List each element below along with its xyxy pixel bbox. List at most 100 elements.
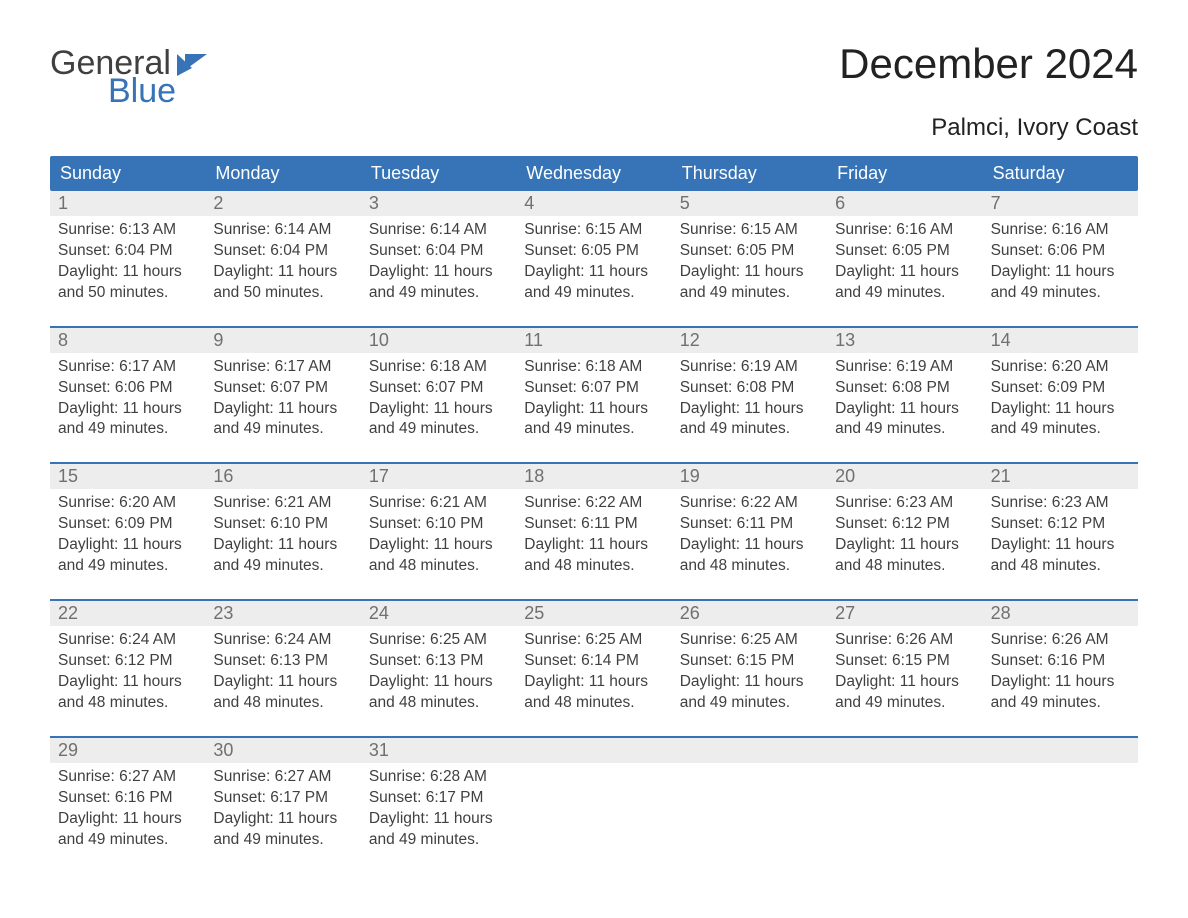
daylight-text-2: and 49 minutes. — [524, 419, 663, 440]
daylight-text-1: Daylight: 11 hours — [369, 535, 508, 556]
calendar-cell: Sunrise: 6:14 AMSunset: 6:04 PMDaylight:… — [361, 216, 516, 312]
day-number: 13 — [827, 328, 982, 353]
sunrise-text: Sunrise: 6:15 AM — [680, 220, 819, 241]
calendar-cell: Sunrise: 6:13 AMSunset: 6:04 PMDaylight:… — [50, 216, 205, 312]
calendar-cell: Sunrise: 6:19 AMSunset: 6:08 PMDaylight:… — [672, 353, 827, 449]
day-number: 27 — [827, 601, 982, 626]
daylight-text-1: Daylight: 11 hours — [991, 672, 1130, 693]
daylight-text-2: and 49 minutes. — [991, 693, 1130, 714]
sunset-text: Sunset: 6:04 PM — [58, 241, 197, 262]
calendar-cell: Sunrise: 6:22 AMSunset: 6:11 PMDaylight:… — [516, 489, 671, 585]
sunset-text: Sunset: 6:05 PM — [680, 241, 819, 262]
daylight-text-1: Daylight: 11 hours — [991, 262, 1130, 283]
day-number: 10 — [361, 328, 516, 353]
daylight-text-1: Daylight: 11 hours — [835, 672, 974, 693]
day-number: 9 — [205, 328, 360, 353]
sunrise-text: Sunrise: 6:24 AM — [58, 630, 197, 651]
day-number: 1 — [50, 191, 205, 216]
sunset-text: Sunset: 6:04 PM — [369, 241, 508, 262]
daylight-text-1: Daylight: 11 hours — [991, 535, 1130, 556]
day-number: 12 — [672, 328, 827, 353]
day-number: 5 — [672, 191, 827, 216]
daylight-text-1: Daylight: 11 hours — [680, 672, 819, 693]
daylight-text-2: and 49 minutes. — [369, 283, 508, 304]
day-number — [983, 738, 1138, 763]
sunrise-text: Sunrise: 6:25 AM — [680, 630, 819, 651]
calendar-cell: Sunrise: 6:21 AMSunset: 6:10 PMDaylight:… — [361, 489, 516, 585]
sunset-text: Sunset: 6:07 PM — [524, 378, 663, 399]
weekday-header: Monday — [205, 156, 360, 191]
daylight-text-2: and 50 minutes. — [213, 283, 352, 304]
sunset-text: Sunset: 6:11 PM — [680, 514, 819, 535]
daylight-text-1: Daylight: 11 hours — [835, 535, 974, 556]
daylight-text-1: Daylight: 11 hours — [213, 672, 352, 693]
flag-icon — [177, 54, 207, 80]
sunset-text: Sunset: 6:13 PM — [213, 651, 352, 672]
calendar-cell: Sunrise: 6:20 AMSunset: 6:09 PMDaylight:… — [50, 489, 205, 585]
sunset-text: Sunset: 6:04 PM — [213, 241, 352, 262]
calendar-cell: Sunrise: 6:17 AMSunset: 6:06 PMDaylight:… — [50, 353, 205, 449]
daylight-text-2: and 49 minutes. — [58, 830, 197, 851]
day-number — [516, 738, 671, 763]
daylight-text-2: and 50 minutes. — [58, 283, 197, 304]
sunset-text: Sunset: 6:10 PM — [213, 514, 352, 535]
calendar-cell: Sunrise: 6:27 AMSunset: 6:16 PMDaylight:… — [50, 763, 205, 859]
day-number: 18 — [516, 464, 671, 489]
day-number: 6 — [827, 191, 982, 216]
daylight-text-2: and 48 minutes. — [680, 556, 819, 577]
daylight-text-1: Daylight: 11 hours — [835, 399, 974, 420]
calendar-cell: Sunrise: 6:16 AMSunset: 6:06 PMDaylight:… — [983, 216, 1138, 312]
calendar-week: 15161718192021Sunrise: 6:20 AMSunset: 6:… — [50, 462, 1138, 585]
daylight-text-2: and 49 minutes. — [58, 419, 197, 440]
sunset-text: Sunset: 6:07 PM — [213, 378, 352, 399]
calendar-cell: Sunrise: 6:22 AMSunset: 6:11 PMDaylight:… — [672, 489, 827, 585]
calendar-cell: Sunrise: 6:21 AMSunset: 6:10 PMDaylight:… — [205, 489, 360, 585]
sunset-text: Sunset: 6:06 PM — [58, 378, 197, 399]
day-number: 29 — [50, 738, 205, 763]
day-number: 3 — [361, 191, 516, 216]
sunrise-text: Sunrise: 6:28 AM — [369, 767, 508, 788]
sunrise-text: Sunrise: 6:24 AM — [213, 630, 352, 651]
sunset-text: Sunset: 6:14 PM — [524, 651, 663, 672]
daylight-text-1: Daylight: 11 hours — [213, 399, 352, 420]
sunrise-text: Sunrise: 6:20 AM — [58, 493, 197, 514]
calendar-cell: Sunrise: 6:15 AMSunset: 6:05 PMDaylight:… — [672, 216, 827, 312]
sunrise-text: Sunrise: 6:15 AM — [524, 220, 663, 241]
daylight-text-1: Daylight: 11 hours — [680, 535, 819, 556]
daylight-text-2: and 49 minutes. — [835, 419, 974, 440]
calendar-cell: Sunrise: 6:20 AMSunset: 6:09 PMDaylight:… — [983, 353, 1138, 449]
daylight-text-2: and 49 minutes. — [213, 556, 352, 577]
sunrise-text: Sunrise: 6:19 AM — [680, 357, 819, 378]
sunset-text: Sunset: 6:05 PM — [835, 241, 974, 262]
sunset-text: Sunset: 6:07 PM — [369, 378, 508, 399]
calendar-cell: Sunrise: 6:23 AMSunset: 6:12 PMDaylight:… — [983, 489, 1138, 585]
sunrise-text: Sunrise: 6:16 AM — [991, 220, 1130, 241]
calendar-cell: Sunrise: 6:28 AMSunset: 6:17 PMDaylight:… — [361, 763, 516, 859]
calendar-cell: Sunrise: 6:16 AMSunset: 6:05 PMDaylight:… — [827, 216, 982, 312]
day-number: 15 — [50, 464, 205, 489]
sunset-text: Sunset: 6:10 PM — [369, 514, 508, 535]
day-number: 26 — [672, 601, 827, 626]
sunrise-text: Sunrise: 6:17 AM — [213, 357, 352, 378]
sunrise-text: Sunrise: 6:18 AM — [524, 357, 663, 378]
sunrise-text: Sunrise: 6:13 AM — [58, 220, 197, 241]
daylight-text-2: and 49 minutes. — [369, 830, 508, 851]
daylight-text-1: Daylight: 11 hours — [524, 672, 663, 693]
daylight-text-2: and 48 minutes. — [369, 693, 508, 714]
daylight-text-1: Daylight: 11 hours — [58, 399, 197, 420]
daylight-text-2: and 49 minutes. — [369, 419, 508, 440]
day-number: 25 — [516, 601, 671, 626]
daylight-text-1: Daylight: 11 hours — [680, 399, 819, 420]
sunrise-text: Sunrise: 6:14 AM — [213, 220, 352, 241]
daylight-text-2: and 48 minutes. — [835, 556, 974, 577]
sunset-text: Sunset: 6:15 PM — [680, 651, 819, 672]
sunset-text: Sunset: 6:17 PM — [369, 788, 508, 809]
day-number: 22 — [50, 601, 205, 626]
daylight-text-1: Daylight: 11 hours — [213, 809, 352, 830]
daylight-text-2: and 49 minutes. — [991, 419, 1130, 440]
daylight-text-1: Daylight: 11 hours — [369, 262, 508, 283]
sunrise-text: Sunrise: 6:23 AM — [991, 493, 1130, 514]
calendar-cell: Sunrise: 6:17 AMSunset: 6:07 PMDaylight:… — [205, 353, 360, 449]
sunset-text: Sunset: 6:13 PM — [369, 651, 508, 672]
day-number: 28 — [983, 601, 1138, 626]
